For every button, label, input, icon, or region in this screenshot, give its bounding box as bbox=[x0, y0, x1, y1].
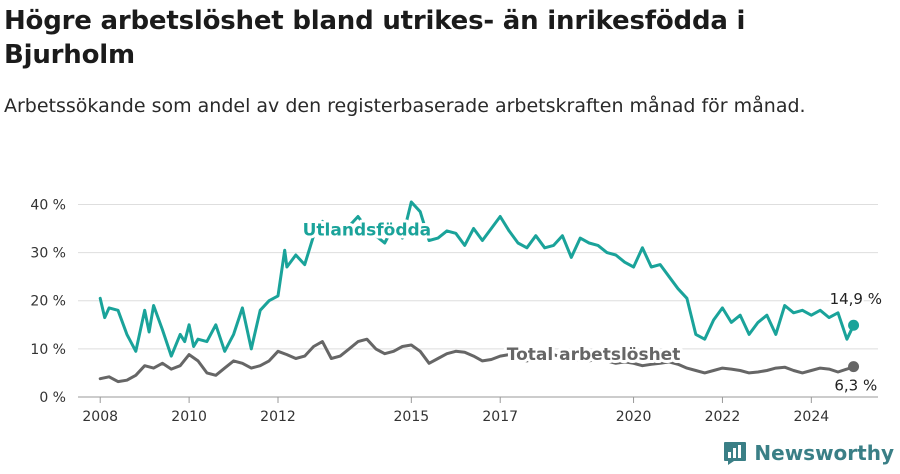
newsworthy-logo-icon bbox=[724, 442, 747, 465]
series-labels: Utlandsfödda Total arbetslöshet 14,9 % 6,3 … bbox=[300, 218, 884, 397]
chart-title: Högre arbetslöshet bland utrikes- än inr… bbox=[4, 6, 746, 70]
x-tick-label: 2012 bbox=[260, 409, 296, 425]
series-lines bbox=[98, 200, 860, 384]
newsworthy-logo: Newsworthy bbox=[722, 438, 894, 468]
end-value-label-total-arbetsloshet: 6,3 % bbox=[834, 376, 877, 394]
grid-lines bbox=[78, 203, 878, 398]
y-tick-label: 0 % bbox=[39, 390, 66, 406]
y-tick-label: 40 % bbox=[30, 197, 66, 213]
x-tick-label: 2020 bbox=[616, 409, 652, 425]
x-tick-label: 2010 bbox=[171, 409, 207, 425]
y-tick-label: 30 % bbox=[30, 246, 66, 262]
chart-subtitle: Arbetssökande som andel av den registerb… bbox=[4, 95, 806, 117]
brand-name: Newsworthy bbox=[754, 441, 894, 465]
series-label-utlandsfodda: Utlandsfödda bbox=[303, 221, 432, 241]
end-value-label-utlandsfodda: 14,9 % bbox=[830, 290, 882, 308]
x-tick-label: 2008 bbox=[82, 409, 118, 425]
end-point-utlandsfodda bbox=[848, 319, 860, 331]
x-tick-label: 2022 bbox=[705, 409, 741, 425]
y-tick-label: 20 % bbox=[30, 294, 66, 310]
x-tick-label: 2017 bbox=[482, 409, 518, 425]
series-line-utlandsfodda bbox=[98, 200, 856, 358]
axes: 0 % 10 % 20 % 30 % 40 % 2008 2010 2012 2015 2017 2… bbox=[30, 197, 829, 425]
x-tick-label: 2024 bbox=[794, 409, 830, 425]
series-label-total-arbetsloshet: Total arbetslöshet bbox=[507, 345, 681, 365]
x-tick-label: 2015 bbox=[394, 409, 430, 425]
y-tick-label: 10 % bbox=[30, 342, 66, 358]
end-point-total-arbetsloshet bbox=[848, 361, 860, 373]
series-line-total-arbetsloshet bbox=[98, 337, 856, 384]
